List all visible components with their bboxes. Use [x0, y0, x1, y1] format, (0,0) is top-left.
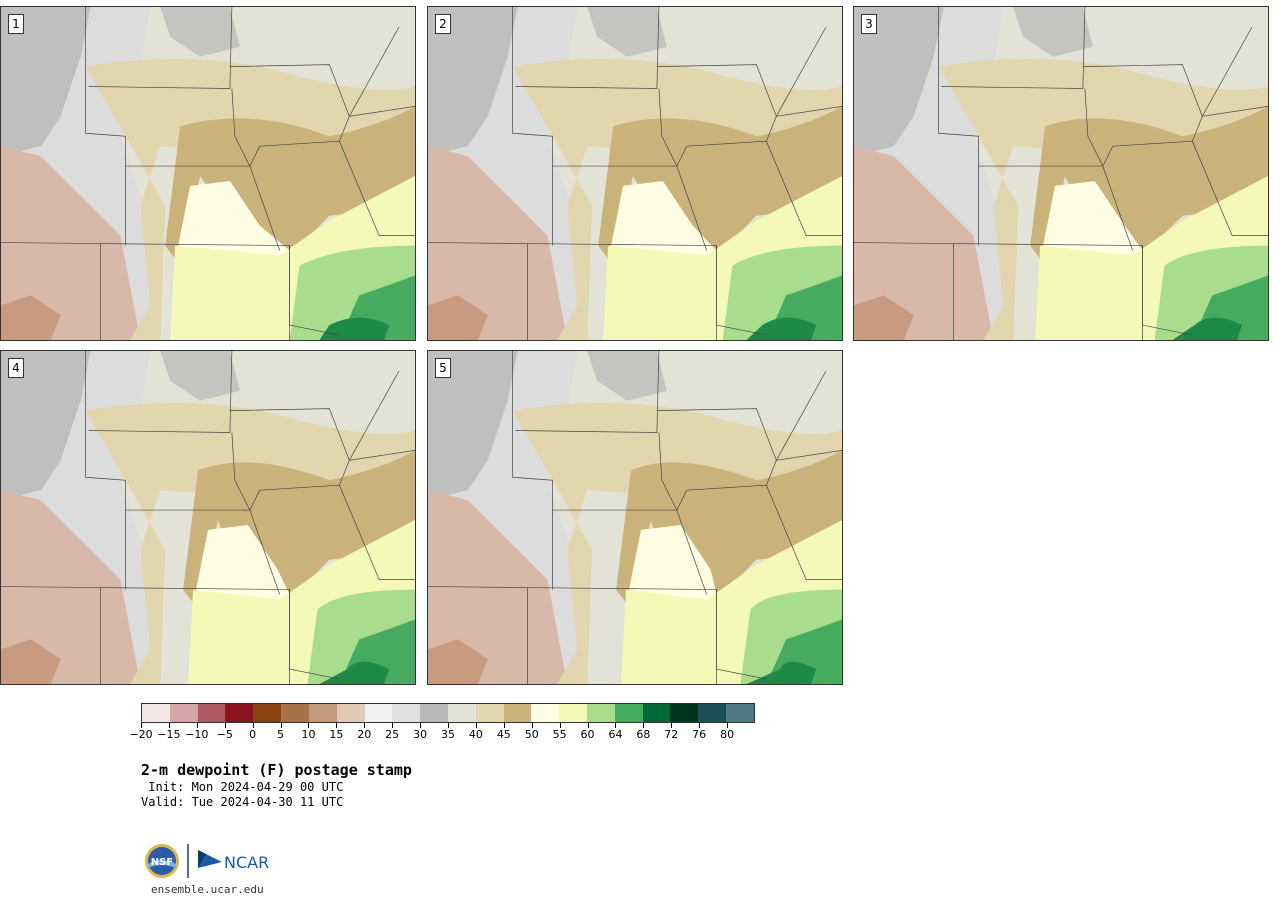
colorbar-tick-mark: [587, 723, 589, 728]
colorbar-tick-label: 0: [249, 728, 257, 741]
figure-title: 2-m dewpoint (F) postage stamp: [141, 761, 412, 779]
colorbar: [141, 703, 755, 723]
colorbar-tick-label: 15: [329, 728, 344, 741]
colorbar-swatch: [197, 704, 226, 722]
colorbar-tick-mark: [615, 723, 617, 728]
map-panel-5: 5: [427, 350, 843, 685]
colorbar-swatch: [281, 704, 309, 722]
colorbar-tick-label: −15: [157, 728, 181, 741]
valid-time: Valid: Tue 2024-04-30 11 UTC: [141, 795, 344, 809]
dewpoint-map-1: [1, 7, 415, 340]
nsf-ncar-logos: NSF NCAR: [144, 842, 274, 882]
colorbar-tick-mark: [252, 723, 254, 728]
colorbar-tick-mark: [224, 723, 226, 728]
site-url: ensemble.ucar.edu: [151, 883, 264, 896]
colorbar-swatch: [670, 704, 699, 722]
colorbar-swatch: [225, 704, 254, 722]
colorbar-tick-mark: [280, 723, 282, 728]
colorbar-tick-mark: [503, 723, 505, 728]
dewpoint-map-4: [1, 351, 415, 684]
map-panel-3: 3: [853, 6, 1269, 341]
dewpoint-map-3: [854, 7, 1268, 340]
colorbar-tick-mark: [196, 723, 198, 728]
dewpoint-map-2: [428, 7, 842, 340]
colorbar-tick-mark: [559, 723, 561, 728]
panel-label-2: 2: [435, 14, 451, 34]
nsf-logo: NSF: [145, 844, 179, 878]
colorbar-tick-label: 10: [301, 728, 316, 741]
dewpoint-map-5: [428, 351, 842, 684]
colorbar-tick-label: 72: [664, 728, 679, 741]
colorbar-tick-mark: [448, 723, 449, 728]
colorbar-tick-label: 5: [277, 728, 285, 741]
panel-label-5: 5: [435, 358, 451, 378]
colorbar-tick-label: −5: [216, 728, 233, 741]
colorbar-tick-mark: [392, 723, 394, 728]
colorbar-tick-label: 25: [385, 728, 400, 741]
colorbar-swatch: [336, 704, 365, 722]
colorbar-tick-label: 45: [496, 728, 511, 741]
colorbar-tick-label: 20: [357, 728, 372, 741]
colorbar-tick-mark: [699, 723, 701, 728]
init-time: Init: Mon 2024-04-29 00 UTC: [141, 780, 344, 794]
colorbar-swatch: [587, 704, 615, 722]
colorbar-tick-mark: [308, 723, 310, 728]
colorbar-tick-label: 35: [441, 728, 455, 741]
map-panel-2: 2: [427, 6, 843, 341]
colorbar-tick-mark: [643, 723, 645, 728]
colorbar-tick-label: −10: [185, 728, 209, 741]
colorbar-tick-mark: [531, 723, 533, 728]
ncar-logo: NCAR: [198, 850, 269, 872]
colorbar-swatch: [642, 704, 671, 722]
colorbar-tick-mark: [671, 723, 673, 728]
colorbar-tick-mark: [727, 723, 729, 728]
map-panel-1: 1: [0, 6, 416, 341]
colorbar-tick-label: 68: [636, 728, 651, 741]
colorbar-swatch: [364, 704, 393, 722]
colorbar-swatch: [614, 704, 643, 722]
panel-label-1: 1: [8, 14, 24, 34]
colorbar-tick-label: 64: [608, 728, 623, 741]
colorbar-tick-mark: [168, 723, 170, 728]
panel-label-3: 3: [861, 14, 877, 34]
colorbar-tick-label: 76: [692, 728, 707, 741]
colorbar-tick-mark: [336, 723, 338, 728]
colorbar-tick-mark: [364, 723, 366, 728]
ncar-logo-text: NCAR: [224, 853, 269, 872]
colorbar-swatch: [253, 704, 282, 722]
colorbar-swatch: [142, 704, 170, 722]
map-panel-4: 4: [0, 350, 416, 685]
colorbar-swatch: [308, 704, 337, 722]
colorbar-tick-label: 50: [524, 728, 539, 741]
colorbar-tick-label: 80: [720, 728, 735, 741]
colorbar-tick-mark: [475, 723, 477, 728]
colorbar-swatch: [559, 704, 587, 722]
colorbar-swatch: [475, 704, 504, 722]
colorbar-tick-label: 60: [580, 728, 595, 741]
colorbar-tick-label: 55: [552, 728, 567, 741]
colorbar-tick-mark: [420, 723, 422, 728]
colorbar-swatch: [503, 704, 532, 722]
colorbar-swatch: [447, 704, 476, 722]
colorbar-tick-mark: [141, 723, 142, 728]
colorbar-swatch: [698, 704, 727, 722]
colorbar-tick-label: 30: [413, 728, 428, 741]
panel-label-4: 4: [8, 358, 24, 378]
colorbar-swatch: [420, 704, 448, 722]
colorbar-swatch: [169, 704, 198, 722]
colorbar-swatch: [392, 704, 421, 722]
colorbar-ticks: −20 −15 −10 −5 0 5 10 15 20 25 30 35 40 45 50 55 60 64 68 7…: [129, 723, 755, 743]
colorbar-swatch: [726, 704, 754, 722]
colorbar-tick-label: 40: [468, 728, 483, 741]
colorbar-tick-label: −20: [129, 728, 153, 741]
colorbar-swatch: [531, 704, 560, 722]
nsf-logo-text: NSF: [151, 857, 173, 868]
